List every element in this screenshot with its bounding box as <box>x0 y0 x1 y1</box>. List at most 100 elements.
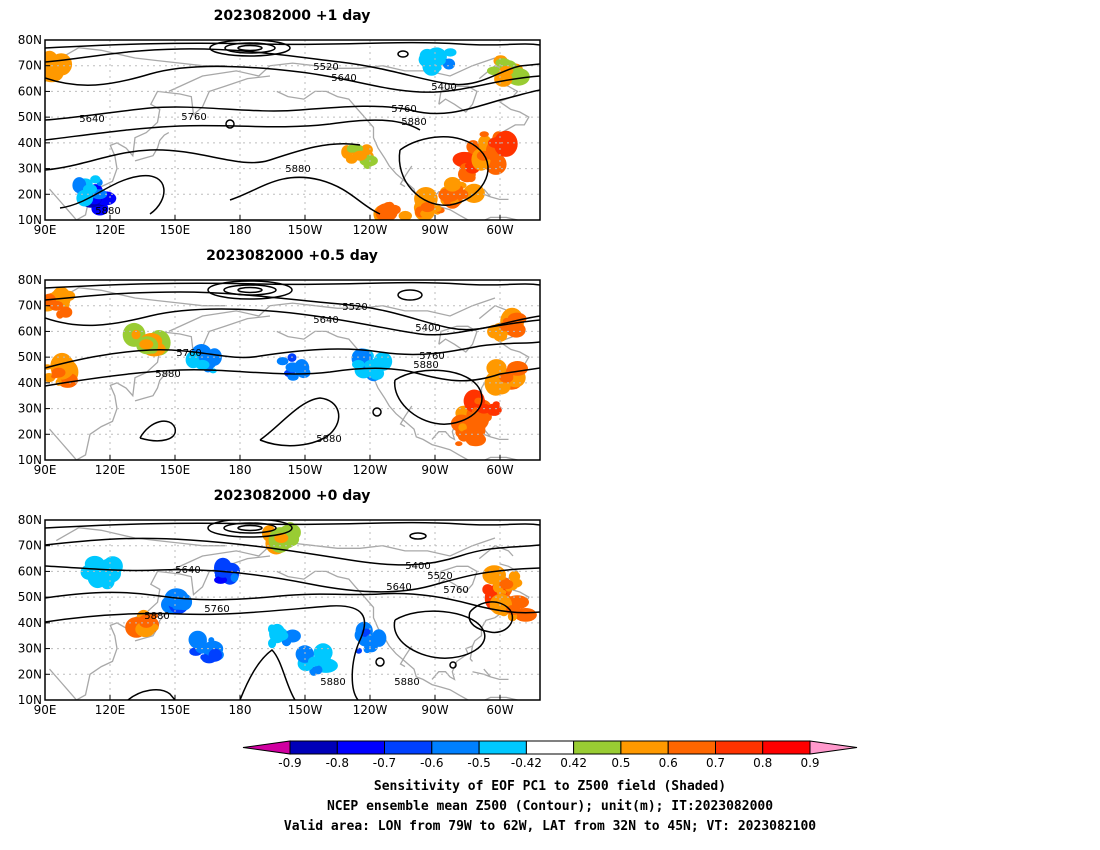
colorbar-tick-label: -0.6 <box>420 756 443 770</box>
sensitivity-cell <box>513 67 524 80</box>
contour-label: 5760 <box>419 351 444 362</box>
lat-tick-label: 10N <box>18 453 42 467</box>
sensitivity-cell <box>268 638 277 649</box>
coastline <box>399 645 413 668</box>
contour-label: 5880 <box>285 164 310 175</box>
lon-tick-label: 60W <box>486 223 513 237</box>
colorbar-swatch <box>384 740 433 755</box>
sensitivity-cell <box>442 58 456 70</box>
sensitivity-core <box>139 339 154 350</box>
coastline <box>438 565 478 593</box>
lon-tick-label: 60W <box>486 463 513 477</box>
lon-tick-label: 180 <box>229 223 252 237</box>
colorbar-tick-label: 0.5 <box>611 756 630 770</box>
contour-label: 5760 <box>176 348 201 359</box>
coastline <box>472 668 491 678</box>
colorbar-swatch <box>431 740 480 755</box>
contour-label: 5640 <box>79 114 104 125</box>
colorbar: -0.9 -0.8 -0.7 -0.6 -0.5 -0.42 0.42 0.5 0.6 0.7 0.… <box>242 740 858 770</box>
colorbar-tick-label: -0.7 <box>373 756 396 770</box>
contour-label: 5880 <box>316 434 341 445</box>
contour-label: 5640 <box>331 73 356 84</box>
contour-label: 5880 <box>401 117 426 128</box>
sensitivity-core <box>461 429 475 440</box>
lon-tick-label: 90E <box>34 703 57 717</box>
sensitivity-cell <box>369 366 385 380</box>
lon-tick-label: 60W <box>486 703 513 717</box>
sensitivity-cell <box>495 58 511 68</box>
sensitivity-patch <box>418 47 457 76</box>
lat-tick-label: 80N <box>18 33 42 47</box>
contour-label: 5880 <box>320 677 345 688</box>
sensitivity-cell <box>90 175 101 184</box>
contour-label: 5400 <box>415 323 440 334</box>
contour-label: 5400 <box>405 561 430 572</box>
lat-tick-label: 20N <box>18 187 42 201</box>
lat-tick-label: 50N <box>18 350 42 364</box>
colorbar-tick-label: -0.42 <box>511 756 542 770</box>
panel-1-frame <box>44 39 541 221</box>
sensitivity-cell <box>208 648 222 662</box>
coastline <box>468 456 518 460</box>
coastline <box>399 405 413 428</box>
sensitivity-patch <box>295 643 338 676</box>
contour-label: 5640 <box>313 315 338 326</box>
contour-label: 5880 <box>95 206 120 217</box>
sensitivity-cell <box>517 600 527 607</box>
coastline <box>55 47 225 67</box>
lon-tick-label: 120E <box>95 223 126 237</box>
sensitivity-cell <box>486 359 507 377</box>
contour-label: 5880 <box>394 677 419 688</box>
sensitivity-patch <box>267 623 301 649</box>
panel-3-contour-labels: 5640 5400 5520 5640 5760 5760 5880 5880 … <box>144 561 468 688</box>
caption-line-2: NCEP ensemble mean Z500 (Contour); unit(… <box>327 799 773 814</box>
lat-tick-label: 30N <box>18 162 42 176</box>
sensitivity-core <box>139 617 154 628</box>
coastline <box>490 436 509 441</box>
sensitivity-cell <box>352 359 365 369</box>
lon-tick-label: 150E <box>160 223 191 237</box>
sensitivity-patch <box>214 557 240 585</box>
contour-label: 5400 <box>431 82 456 93</box>
panel-2-map <box>45 280 540 460</box>
sensitivity-cell <box>276 357 289 366</box>
sensitivity-core <box>431 55 446 66</box>
sensitivity-cell <box>444 48 457 57</box>
sensitivity-cell <box>479 131 489 138</box>
colorbar-swatch <box>667 740 717 755</box>
sensitivity-patch <box>341 143 378 169</box>
lat-tick-label: 30N <box>18 642 42 656</box>
panel-1-contour-labels: 5520 5640 5400 5640 5760 5760 5880 5880 … <box>79 62 456 217</box>
colorbar-max-arrow <box>809 740 858 755</box>
colorbar-tick-label: 0.8 <box>753 756 772 770</box>
lat-tick-label: 60N <box>18 564 42 578</box>
colorbar-swatch <box>336 740 386 755</box>
caption: Sensitivity of EOF PC1 to Z500 field (Sh… <box>284 779 816 834</box>
lat-tick-label: 70N <box>18 539 42 553</box>
coastline <box>490 676 509 681</box>
sensitivity-patch <box>188 630 224 664</box>
lon-tick-label: 180 <box>229 703 252 717</box>
lat-tick-label: 40N <box>18 616 42 630</box>
sensitivity-patch <box>80 555 123 590</box>
panel-1-title: 2023082000 +1 day <box>214 8 371 24</box>
sensitivity-patch <box>354 621 387 654</box>
sensitivity-cell <box>72 177 87 194</box>
sensitivity-cell <box>214 576 228 584</box>
lat-tick-label: 60N <box>18 324 42 338</box>
colorbar-swatch <box>525 740 575 755</box>
lat-tick-label: 80N <box>18 513 42 527</box>
lat-tick-label: 10N <box>18 213 42 227</box>
lon-tick-label: 180 <box>229 463 252 477</box>
sensitivity-patch <box>413 187 445 220</box>
coastline <box>55 287 225 307</box>
colorbar-swatch <box>762 740 811 755</box>
sensitivity-core <box>499 579 514 590</box>
colorbar-swatch <box>715 740 764 755</box>
sensitivity-cell <box>230 573 239 583</box>
lat-tick-label: 30N <box>18 402 42 416</box>
sensitivity-cell <box>467 440 478 446</box>
lon-tick-label: 120W <box>353 223 388 237</box>
sensitivity-patch <box>455 416 486 447</box>
